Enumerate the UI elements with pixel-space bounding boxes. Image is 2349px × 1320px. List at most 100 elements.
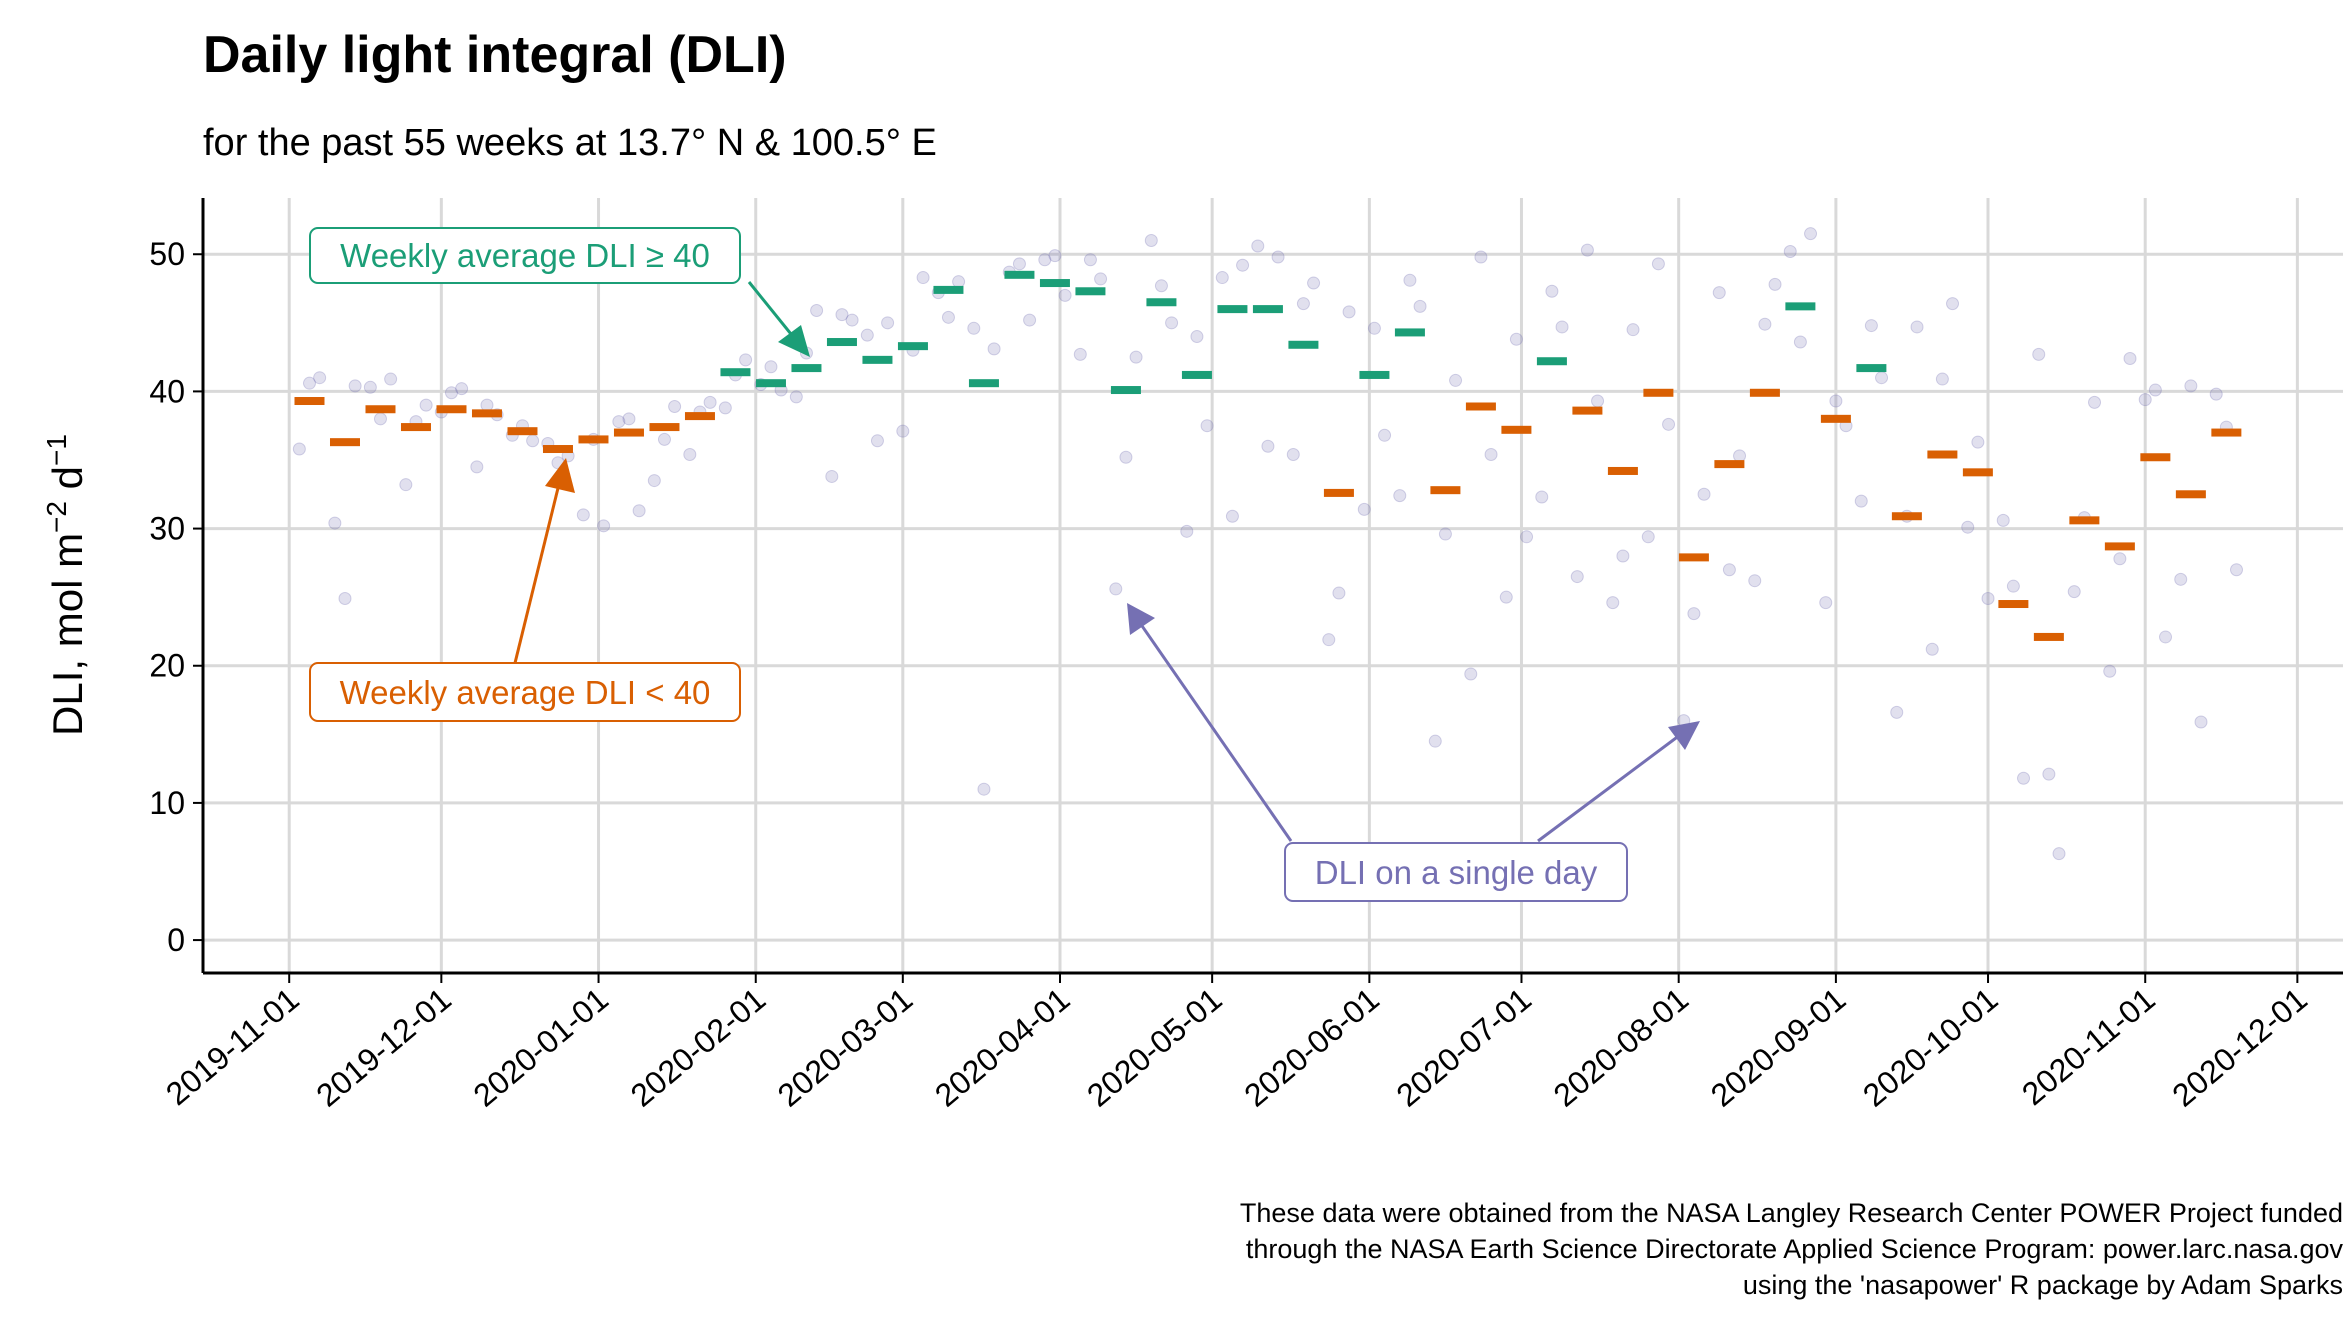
- daily-point: [419, 398, 433, 412]
- weekly-average: [2033, 632, 2064, 641]
- daily-point: [1154, 279, 1168, 293]
- daily-point: [1935, 372, 1949, 386]
- daily-point: [373, 412, 387, 426]
- weekly-average: [436, 405, 467, 414]
- daily-point: [1129, 350, 1143, 364]
- daily-point: [2159, 630, 2173, 644]
- annotations: Weekly average DLI ≥ 40 Weekly average D…: [309, 227, 1700, 902]
- weekly-average: [933, 285, 964, 294]
- daily-point: [1190, 330, 1204, 344]
- weekly-average: [1039, 279, 1070, 288]
- y-tick-label: 20: [149, 648, 185, 684]
- daily-point: [1012, 257, 1026, 271]
- daily-point: [718, 401, 732, 415]
- weekly-average: [897, 342, 928, 351]
- weekly-average: [1607, 466, 1638, 475]
- daily-point: [941, 310, 955, 324]
- annotation-label: DLI on a single day: [1315, 854, 1598, 891]
- daily-point: [977, 782, 991, 796]
- weekly-average: [507, 427, 538, 436]
- weekly-average: [1217, 305, 1248, 314]
- daily-point: [363, 380, 377, 394]
- daily-point: [2123, 351, 2137, 365]
- daily-point: [1180, 524, 1194, 538]
- daily-point: [1307, 276, 1321, 290]
- daily-point: [399, 478, 413, 492]
- daily-point: [1722, 563, 1736, 577]
- daily-point: [825, 469, 839, 483]
- weekly-average: [1075, 287, 1106, 296]
- chart-title: Daily light integral (DLI): [203, 26, 787, 84]
- daily-point: [313, 371, 327, 385]
- daily-point: [1961, 520, 1975, 534]
- daily-point: [2006, 579, 2020, 593]
- weekly-average: [1749, 388, 1780, 397]
- daily-point: [1119, 450, 1133, 464]
- x-tick-label: 2019-11-01: [159, 981, 306, 1112]
- daily-point: [1357, 502, 1371, 516]
- weekly-average: [1891, 512, 1922, 521]
- daily-point: [1038, 253, 1052, 267]
- weekly-average: [684, 412, 715, 421]
- daily-point: [1048, 249, 1062, 263]
- daily-point: [1484, 448, 1498, 462]
- daily-point: [1428, 734, 1442, 748]
- daily-point: [952, 275, 966, 289]
- daily-point: [444, 386, 458, 400]
- x-tick-label: 2020-06-01: [1237, 981, 1386, 1114]
- daily-point: [1023, 313, 1037, 327]
- marks: [292, 227, 2244, 861]
- weekly-average: [826, 338, 857, 347]
- daily-point: [1342, 305, 1356, 319]
- x-tick-label: 2020-05-01: [1080, 981, 1229, 1114]
- weekly-average: [400, 423, 431, 432]
- weekly-average: [2104, 542, 2135, 551]
- daily-point: [612, 415, 626, 429]
- annotation-label: Weekly average DLI ≥ 40: [340, 237, 710, 274]
- daily-point: [845, 313, 859, 327]
- daily-point: [2194, 715, 2208, 729]
- x-tick-label: 2020-04-01: [928, 981, 1077, 1114]
- y-label-text: d: [44, 466, 91, 501]
- weekly-average: [294, 397, 325, 406]
- daily-point: [2052, 847, 2066, 861]
- daily-point: [1271, 250, 1285, 264]
- daily-point: [668, 399, 682, 413]
- daily-point: [683, 448, 697, 462]
- weekly-average: [2211, 428, 2242, 437]
- weekly-average: [613, 428, 644, 437]
- weekly-average: [1146, 298, 1177, 307]
- daily-point: [1251, 239, 1265, 253]
- daily-point: [1403, 273, 1417, 287]
- arrow: [1138, 622, 1293, 842]
- daily-point: [1555, 320, 1569, 334]
- daily-point: [1449, 373, 1463, 387]
- daily-point: [338, 592, 352, 606]
- daily-point: [1215, 271, 1229, 285]
- daily-point: [1200, 419, 1214, 433]
- y-axis-label: DLI, mol m−2 d−1: [41, 434, 91, 736]
- chart-subtitle: for the past 55 weeks at 13.7° N & 100.5…: [203, 122, 937, 164]
- daily-point: [1712, 286, 1726, 300]
- daily-point: [1580, 243, 1594, 257]
- x-tick-label: 2020-09-01: [1704, 981, 1853, 1114]
- daily-point: [2148, 383, 2162, 397]
- daily-point: [622, 412, 636, 426]
- daily-point: [1225, 509, 1239, 523]
- weekly-average: [1536, 357, 1567, 366]
- daily-point: [1768, 277, 1782, 291]
- daily-point: [1499, 590, 1513, 604]
- y-tick-label: 30: [149, 511, 185, 547]
- daily-point: [1058, 288, 1072, 302]
- weekly-average: [578, 435, 609, 444]
- weekly-average: [1643, 388, 1674, 397]
- arrow-head: [1127, 603, 1155, 635]
- weekly-average: [1998, 600, 2029, 609]
- daily-point: [1910, 320, 1924, 334]
- daily-point: [1748, 574, 1762, 588]
- daily-point: [1733, 449, 1747, 463]
- y-label-sup: −1: [41, 434, 72, 466]
- arrow-head: [778, 325, 810, 357]
- daily-point: [1570, 570, 1584, 584]
- daily-point: [455, 382, 469, 396]
